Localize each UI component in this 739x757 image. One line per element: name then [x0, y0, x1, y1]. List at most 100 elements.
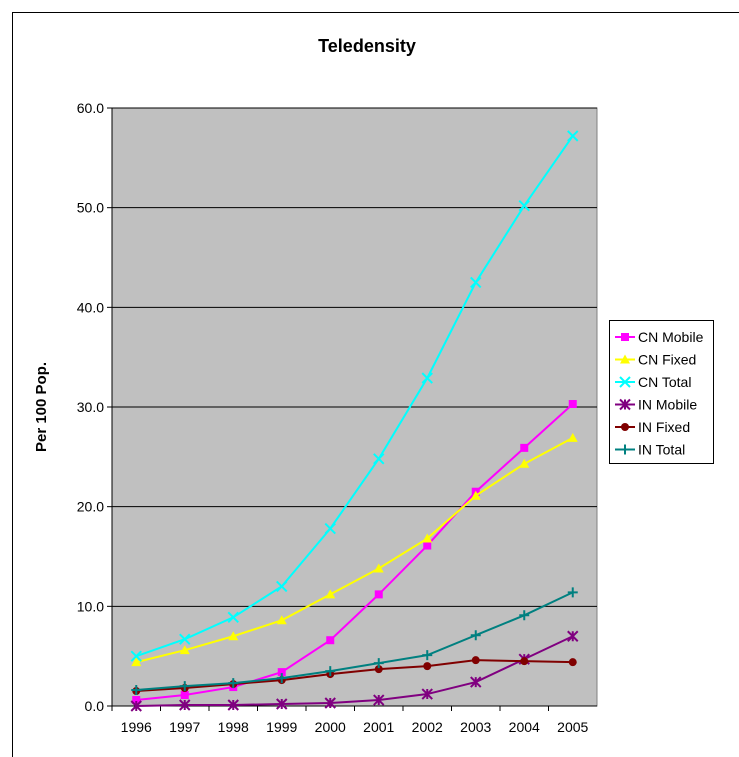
data-point-cn-total [373, 453, 385, 465]
data-point-cn-total [179, 633, 191, 645]
legend-label: CN Mobile [638, 329, 704, 345]
data-point-in-total [470, 630, 481, 641]
legend-item-cn-fixed: CN Fixed [615, 352, 696, 368]
legend-label: IN Mobile [638, 397, 697, 413]
data-point-cn-total [276, 580, 288, 593]
series-layer [130, 130, 579, 712]
x-tick-label: 1998 [218, 719, 249, 735]
data-point-cn-total [421, 372, 433, 384]
data-point-cn-mobile [374, 590, 383, 599]
legend-box [609, 320, 714, 464]
legend: CN Mobile CN Fixed CN Total IN Mobile IN Fix… [609, 320, 714, 464]
data-point-in-mobile [276, 698, 288, 710]
series-line-in-fixed [136, 659, 573, 693]
y-tick-label: 60.0 [77, 100, 104, 116]
data-point-in-fixed [520, 657, 529, 666]
series-cn-total [130, 130, 579, 662]
data-point-cn-fixed [179, 645, 190, 655]
data-point-cn-mobile [132, 696, 141, 705]
data-point-in-mobile [373, 694, 385, 706]
data-point-in-fixed [568, 658, 577, 667]
data-point-cn-total [518, 199, 530, 212]
legend-swatch-marker [621, 333, 629, 341]
data-point-cn-fixed [325, 589, 336, 599]
data-point-cn-fixed [567, 432, 578, 442]
data-point-cn-total [227, 611, 239, 624]
data-point-cn-fixed [276, 615, 287, 625]
legend-swatch-marker [619, 376, 631, 388]
data-point-cn-mobile [568, 400, 577, 409]
y-tick-label: 20.0 [77, 499, 104, 515]
data-point-in-mobile [179, 699, 191, 711]
y-tick-label: 40.0 [77, 299, 104, 315]
data-point-in-fixed [423, 662, 432, 671]
y-tick-label: 30.0 [77, 399, 104, 415]
y-tick-label: 50.0 [77, 200, 104, 216]
data-point-in-mobile [567, 630, 579, 642]
series-line-in-mobile [136, 635, 574, 707]
x-tick-label: 2003 [460, 719, 491, 735]
data-point-cn-fixed [228, 631, 239, 641]
data-point-cn-total [567, 130, 579, 142]
x-tick-label: 2002 [412, 719, 443, 735]
data-point-in-mobile [130, 700, 142, 712]
series-line-cn-total [135, 135, 574, 658]
legend-item-cn-total: CN Total [615, 374, 691, 390]
legend-label: CN Total [638, 374, 691, 390]
data-point-in-fixed [374, 665, 383, 674]
x-tick-label: 2001 [363, 719, 394, 735]
data-point-cn-mobile [423, 541, 432, 550]
data-point-in-fixed [471, 656, 480, 665]
y-tick-label: 10.0 [77, 598, 104, 614]
series-line-in-total [136, 591, 574, 692]
data-point-in-total [373, 658, 384, 669]
x-tick-label: 2004 [509, 719, 540, 735]
x-tick-label: 1999 [266, 719, 297, 735]
data-point-cn-mobile [326, 636, 335, 645]
legend-swatch-marker [620, 354, 630, 364]
legend-label: IN Total [638, 442, 685, 458]
data-point-in-total [567, 587, 578, 598]
data-point-cn-fixed [131, 657, 142, 667]
data-point-in-mobile [227, 699, 239, 711]
data-point-in-mobile [470, 676, 482, 688]
data-point-in-total [179, 681, 190, 692]
legend-item-cn-mobile: CN Mobile [615, 329, 704, 345]
data-point-in-total [422, 650, 433, 661]
series-in-total [131, 587, 578, 696]
y-axis-label: Per 100 Pop. [33, 362, 50, 452]
data-point-in-total [519, 610, 530, 621]
legend-swatch-marker [621, 423, 629, 431]
legend-label: IN Fixed [638, 419, 690, 435]
data-point-cn-fixed [519, 458, 530, 468]
legend-item-in-mobile: IN Mobile [615, 397, 697, 413]
data-point-in-mobile [324, 697, 336, 709]
data-point-cn-total [470, 276, 482, 289]
data-point-in-total [228, 678, 239, 689]
legend-item-in-fixed: IN Fixed [615, 419, 690, 435]
series-line-cn-fixed [136, 437, 574, 664]
data-point-cn-mobile [520, 443, 529, 452]
legend-swatch-marker [619, 398, 631, 411]
data-point-cn-mobile [180, 691, 189, 700]
data-point-cn-mobile [277, 668, 286, 677]
series-line-cn-mobile [136, 403, 574, 702]
y-tick-label: 0.0 [85, 698, 105, 714]
legend-item-in-total: IN Total [615, 442, 685, 458]
x-tick-label: 1996 [121, 719, 152, 735]
gridlines [107, 107, 597, 707]
chart-title: Teledensity [318, 36, 416, 56]
x-tick-label: 2005 [557, 719, 588, 735]
data-point-cn-fixed [373, 563, 384, 573]
data-point-cn-fixed [422, 533, 433, 543]
data-point-in-total [325, 666, 336, 677]
data-point-in-mobile [421, 688, 433, 700]
data-point-in-total [276, 673, 287, 684]
series-cn-fixed [131, 432, 578, 667]
data-point-in-total [131, 685, 142, 696]
x-tick-label: 1997 [169, 719, 200, 735]
legend-label: CN Fixed [638, 352, 696, 368]
data-point-cn-total [324, 522, 336, 535]
data-point-cn-fixed [470, 490, 481, 500]
legend-swatch-marker [620, 444, 630, 455]
